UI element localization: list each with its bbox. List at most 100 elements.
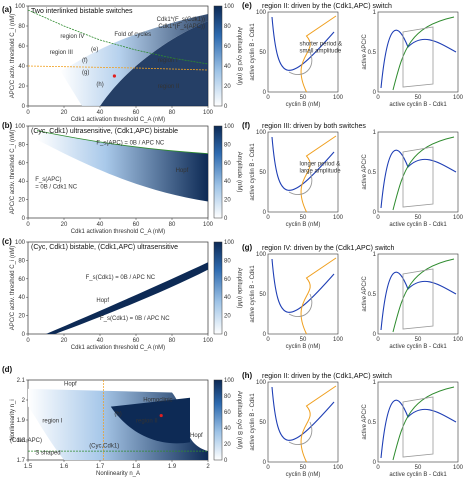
series-gray-cycle xyxy=(402,268,434,330)
y-tick-label: 0 xyxy=(22,332,26,338)
y-tick-label: 0 xyxy=(263,460,267,466)
series-blue-curve xyxy=(271,16,335,71)
x-tick-label: 0 xyxy=(266,337,270,343)
series-gray-cycle xyxy=(288,293,313,317)
y-axis-label: Nonlinearity n_i xyxy=(10,399,16,440)
colorbar-tick-label: 60 xyxy=(224,277,231,283)
y-tick-label: 100 xyxy=(256,10,267,16)
y-tick-label: 60 xyxy=(18,161,25,167)
x-tick-label: 1.9 xyxy=(168,464,177,470)
y-axis-label: APC/C activ. threshold C_i (nM) xyxy=(10,14,16,99)
colorbar-tick-label: 20 xyxy=(224,314,231,320)
x-tick-label: 100 xyxy=(453,337,464,343)
x-tick-label: 0 xyxy=(376,215,380,221)
x-axis-label: Nonlinearity n_A xyxy=(96,471,140,477)
y-tick-label: 100 xyxy=(15,124,26,130)
annotation-fold2b: = 0B / Cdk1 NC xyxy=(35,185,78,191)
marker-point xyxy=(159,413,163,418)
y-tick-label: 80 xyxy=(18,142,25,148)
series-boundary-line xyxy=(27,9,209,65)
x-tick-label: 100 xyxy=(453,95,464,101)
colorbar-tick-label: 100 xyxy=(224,240,235,246)
x-tick-label: 100 xyxy=(453,215,464,221)
annotation-cdk1-apc: (Cdk1,APC) xyxy=(10,438,42,444)
annotation-cyc-cdk1: (Cyc,Cdk1) xyxy=(89,444,119,450)
colorbar-tick-label: 60 xyxy=(224,161,231,167)
y-tick-label: 1 xyxy=(373,380,377,386)
y-axis-label: active APC/C xyxy=(362,154,368,190)
x-tick-label: 40 xyxy=(97,338,104,344)
series-orange-curve xyxy=(300,15,337,93)
x-tick-label: 50 xyxy=(415,215,422,221)
panel-title: region IV: driven by the (Cdk1,APC) swit… xyxy=(262,245,395,252)
annotation-text: large amplitude xyxy=(300,169,342,175)
colorbar-tick-label: 100 xyxy=(224,378,235,384)
y-tick-label: 1.9 xyxy=(17,418,26,424)
colorbar-tick-label: 0 xyxy=(224,104,228,110)
y-tick-label: 20 xyxy=(18,198,25,204)
left-axes-frame xyxy=(267,11,339,93)
colorbar-tick-label: 40 xyxy=(224,295,231,301)
x-tick-label: 1.7 xyxy=(96,464,105,470)
x-tick-label: 60 xyxy=(133,222,140,228)
colorbar-tick-label: 0 xyxy=(224,458,228,464)
annotation-text: small amplitude xyxy=(300,49,342,55)
y-tick-label: 0 xyxy=(263,210,267,216)
x-tick-label: 0 xyxy=(376,95,380,101)
annotation-e: (e) xyxy=(91,47,98,53)
x-tick-label: 50 xyxy=(300,215,307,221)
annotation-hopf: Hopf xyxy=(176,168,189,174)
panel-label: (f) xyxy=(242,121,250,130)
y-tick-label: 0.5 xyxy=(368,50,377,56)
colorbar-tick-label: 60 xyxy=(224,44,231,50)
panel-label: (h) xyxy=(242,371,253,380)
y-axis-label: active cyclin B - Cdk1 xyxy=(250,265,256,323)
panel-label: (c) xyxy=(2,237,12,246)
x-tick-label: 50 xyxy=(300,465,307,471)
right-axes-frame xyxy=(377,11,459,93)
y-tick-label: 80 xyxy=(18,24,25,30)
x-tick-label: 100 xyxy=(333,337,344,343)
x-tick-label: 80 xyxy=(169,222,176,228)
y-tick-label: 80 xyxy=(18,258,25,264)
series-blue-curve xyxy=(271,386,335,441)
x-tick-label: 100 xyxy=(203,110,214,116)
left-axes-frame xyxy=(267,253,339,335)
y-tick-label: 1.8 xyxy=(17,438,26,444)
series-orange-curve xyxy=(300,135,337,213)
colorbar-label: Amplitude (nM) xyxy=(236,152,242,193)
y-tick-label: 100 xyxy=(15,4,26,10)
colorbar-tick-label: 20 xyxy=(224,442,231,448)
annotation-region-iv: region IV xyxy=(60,34,84,40)
colorbar-tick-label: 20 xyxy=(224,198,231,204)
panel-c-axes-frame xyxy=(27,241,209,335)
series-orange-curve xyxy=(300,257,337,335)
colorbar-label: Amplitude cycl B (nM) xyxy=(236,27,242,85)
annotation-f: (f) xyxy=(82,58,88,64)
x-axis-label: cyclin B (nM) xyxy=(286,344,321,350)
y-tick-label: 0 xyxy=(263,332,267,338)
y-tick-label: 50 xyxy=(259,170,266,176)
x-tick-label: 80 xyxy=(169,110,176,116)
y-tick-label: 100 xyxy=(256,380,267,386)
annotation-g: (g) xyxy=(82,70,89,76)
x-axis-label: Cdk1 activation threshold C_A (nM) xyxy=(71,117,165,123)
annotation-region-ii: region II xyxy=(158,84,180,90)
oscillation-region-fill xyxy=(37,130,208,202)
y-tick-label: 100 xyxy=(256,252,267,258)
x-tick-label: 0 xyxy=(266,95,270,101)
marker-point xyxy=(112,74,116,78)
panel-title: (Cyc, Cdk1) bistable, (Cdk1,APC) ultrase… xyxy=(31,244,178,251)
series-blue-curve xyxy=(271,136,335,191)
y-tick-label: 2 xyxy=(22,398,26,404)
y-tick-label: 1.7 xyxy=(17,458,26,464)
x-tick-label: 0 xyxy=(376,465,380,471)
series-blue-curve xyxy=(380,271,457,331)
colorbar xyxy=(213,5,223,107)
panel-title: Two interlinked bistable switches xyxy=(31,8,133,15)
x-tick-label: 100 xyxy=(203,338,214,344)
y-tick-label: 0.5 xyxy=(368,420,377,426)
annotation-region-i: region I xyxy=(158,58,178,64)
annotation-h: (h) xyxy=(114,412,121,418)
annotation-text: longer period & xyxy=(300,162,341,168)
